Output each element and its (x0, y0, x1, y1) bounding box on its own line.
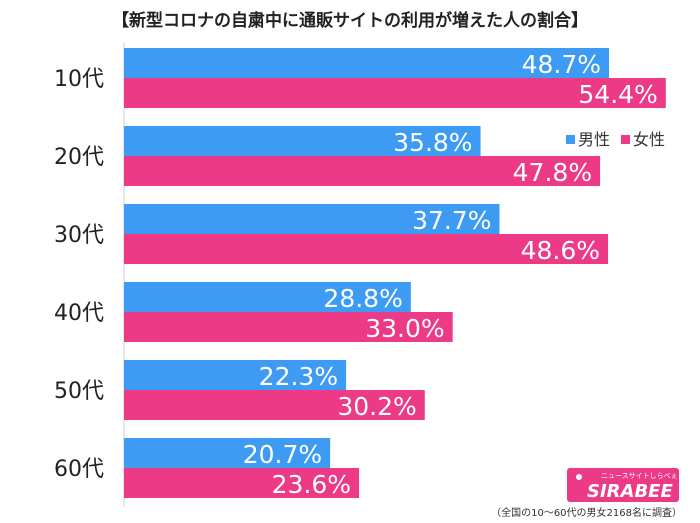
data-label-female-2: 48.6% (521, 236, 600, 265)
bar-female-2 (124, 234, 609, 264)
data-label-female-1: 47.8% (513, 158, 592, 187)
legend: 男性 女性 (566, 130, 665, 149)
legend-male-label: 男性 (578, 130, 610, 149)
legend-female-swatch (621, 135, 630, 144)
bar-female-4 (124, 390, 425, 420)
category-label-3: 40代 (54, 301, 104, 326)
sirabee-logo: ニュースサイトしらべぇ SIRABEE (567, 468, 679, 502)
category-label-0: 10代 (54, 67, 104, 92)
bar-female-0 (124, 78, 666, 108)
category-labels: 10代 20代 30代 40代 50代 60代 (54, 67, 104, 482)
bar-male-0 (124, 48, 610, 78)
data-label-male-2: 37.7% (412, 206, 491, 235)
bar-male-3 (124, 282, 411, 312)
data-label-male-5: 20.7% (243, 440, 322, 469)
data-label-male-3: 28.8% (323, 284, 402, 313)
bar-female-1 (124, 156, 601, 186)
legend-female-label: 女性 (633, 130, 665, 149)
category-label-4: 50代 (54, 379, 104, 404)
data-label-female-5: 23.6% (272, 470, 351, 499)
data-label-male-1: 35.8% (393, 128, 472, 157)
legend-male-swatch (566, 135, 575, 144)
bar-male-1 (124, 126, 481, 156)
category-label-5: 60代 (54, 457, 104, 482)
chart-title: 【新型コロナの自粛中に通販サイトの利用が増えた人の割合】 (112, 11, 588, 31)
data-label-female-0: 54.4% (578, 80, 657, 109)
data-label-female-3: 33.0% (365, 314, 444, 343)
category-label-2: 30代 (54, 223, 104, 248)
bar-female-5 (124, 468, 360, 498)
logo-wordmark: SIRABEE (587, 481, 673, 502)
logo-subtitle: ニュースサイトしらべぇ (601, 472, 678, 480)
bar-male-5 (124, 438, 331, 468)
footnote: （全国の10〜60代の男女2168名に調査） (491, 508, 682, 519)
bar-female-3 (124, 312, 453, 342)
bar-male-2 (124, 204, 500, 234)
data-label-male-4: 22.3% (259, 362, 338, 391)
data-label-male-0: 48.7% (522, 50, 601, 79)
category-label-1: 20代 (54, 145, 104, 170)
bar-male-4 (124, 360, 347, 390)
bars-group: 48.7%54.4% 35.8% 47.8% 37.7% 48.6% 28.8%33.0%… (124, 48, 666, 499)
data-label-female-4: 30.2% (337, 392, 416, 421)
logo-i-dot-icon (576, 474, 582, 480)
